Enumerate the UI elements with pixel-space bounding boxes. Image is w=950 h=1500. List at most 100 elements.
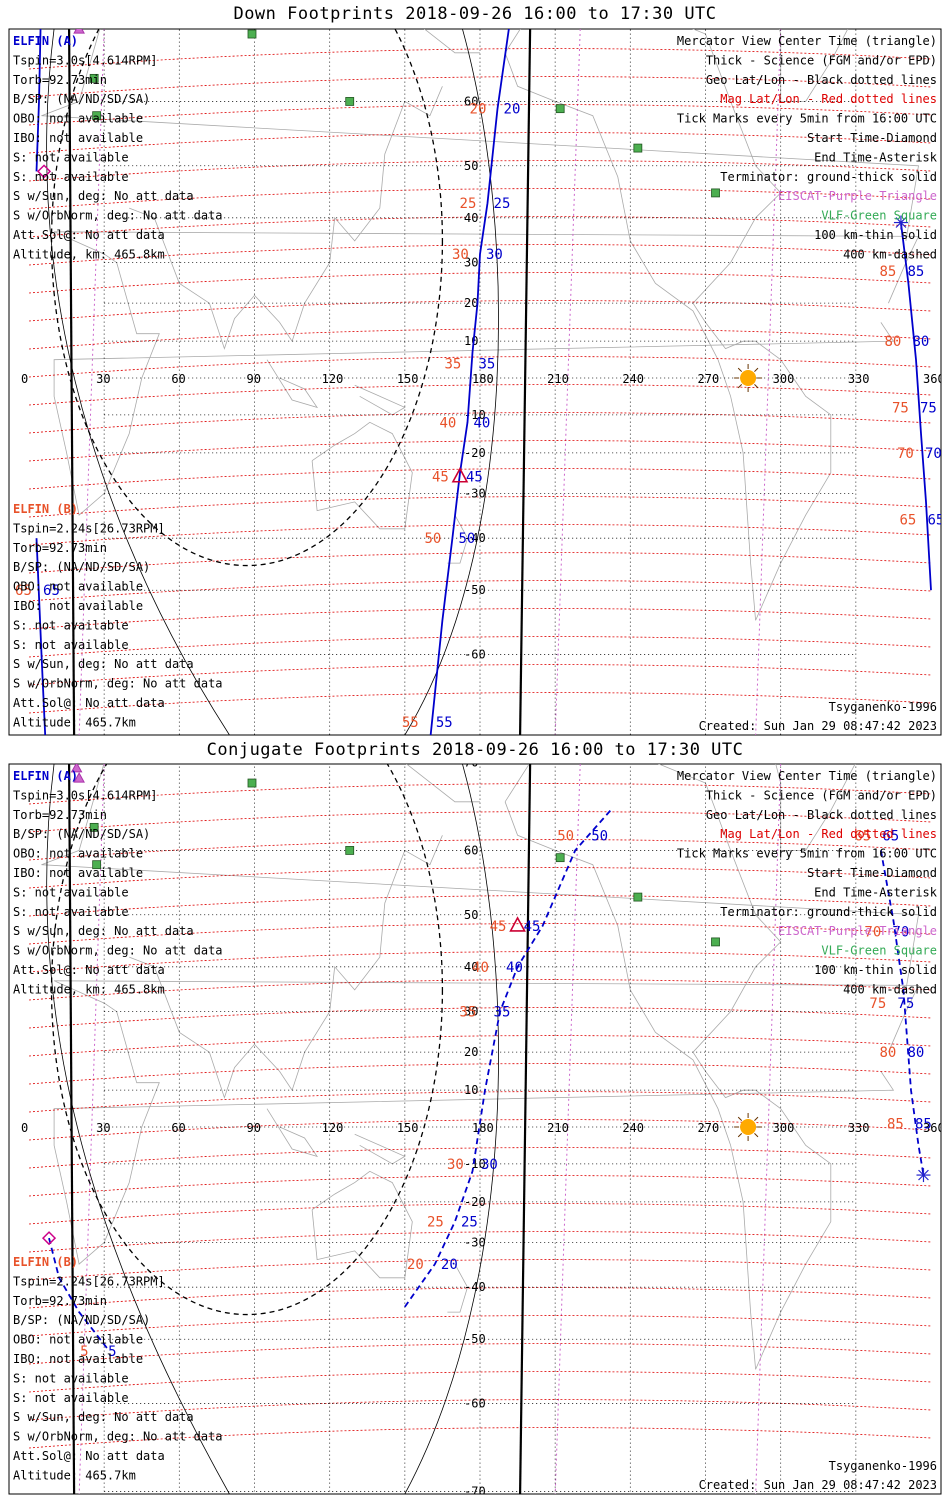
- elfin-b-info-line: S w/Sun, deg: No att data: [13, 657, 194, 671]
- mag-lat-line: [28, 867, 932, 889]
- x-tick-label: 360: [923, 372, 945, 386]
- down-panel-title: Down Footprints 2018-09-26 16:00 to 17:3…: [233, 4, 717, 24]
- vlf-station-marker: [247, 29, 257, 39]
- track-tick-label-blue: 55: [436, 715, 453, 731]
- legend-line: Terminator: ground-thick solid: [720, 905, 937, 919]
- mag-lat-line: [28, 216, 932, 238]
- x-tick-label: 0: [21, 372, 28, 386]
- track-tick-label-blue: 20: [504, 102, 521, 118]
- track-tick-label-red: 65: [854, 828, 871, 844]
- coastline: [354, 384, 406, 416]
- elfin-a-track-segment: [900, 222, 932, 591]
- mag-lat-line: [28, 1007, 932, 1029]
- track-tick-label-blue: 40: [506, 960, 523, 976]
- start-time-diamond: [41, 1231, 57, 1246]
- eiscat-station-marker: [73, 772, 85, 783]
- y-tick-label: -40: [464, 1280, 486, 1294]
- vlf-station-marker: [89, 73, 99, 83]
- mag-lat-line: [28, 1427, 932, 1449]
- mag-lat-line: [28, 1119, 932, 1141]
- x-tick-label: 300: [773, 372, 795, 386]
- sun-ray: [737, 1116, 743, 1121]
- elfin-b-info-line: Altitude: 465.7km: [13, 715, 136, 729]
- sun-ray: [754, 1133, 759, 1138]
- elfin-a-info-line: S: not available: [13, 170, 129, 184]
- legend-line: Thick - Science (FGM and/or EPD): [706, 788, 937, 802]
- coastline: [41, 29, 919, 241]
- track-tick-label-red: 20: [470, 102, 487, 118]
- elfin-b-info-line: S: not available: [13, 618, 129, 632]
- track-tick-label-blue: 35: [494, 1005, 511, 1021]
- track-tick-label-red: 50: [557, 828, 574, 844]
- mag-lat-line: [28, 1147, 932, 1169]
- track-tick-label-blue: 40: [473, 415, 490, 431]
- coastline: [41, 764, 919, 990]
- legend-line: Start Time-Diamond: [807, 866, 937, 880]
- legend-line: 400 km-dashed: [843, 247, 937, 261]
- elfin-a-info-line: S: not available: [13, 885, 129, 899]
- elfin-a-track-segment: [48, 1237, 110, 1352]
- elfin-a-info-line: S w/OrbNorm, deg: No att data: [13, 944, 223, 958]
- mag-lat-line: [28, 1175, 932, 1197]
- y-tick-label: 50: [464, 908, 478, 922]
- sun-icon: [740, 370, 757, 386]
- legend-line: EISCAT-Purple Triangle: [778, 189, 937, 203]
- elfin-a-track-segment: [35, 538, 47, 735]
- track-tick-label-red: 50: [424, 531, 441, 547]
- elfin-b-info-line: S w/OrbNorm, deg: No att data: [13, 677, 223, 691]
- created-timestamp: Created: Sun Jan 29 08:47:42 2023: [699, 719, 937, 733]
- elfin-b-label: ELFIN (B): [13, 502, 78, 516]
- mag-lat-line: [28, 923, 932, 945]
- x-tick-label: 120: [322, 1121, 344, 1135]
- mag-lat-line: [28, 1063, 932, 1085]
- track-tick-label-blue: 70: [925, 446, 942, 462]
- track-tick-label-red: 45: [490, 919, 507, 935]
- mag-lat-line: [28, 1259, 932, 1281]
- track-tick-label-blue: 45: [466, 470, 483, 486]
- mag-lat-line: [28, 1203, 932, 1225]
- elfin-b-info-line: Att.Sol@: No att data: [13, 696, 165, 710]
- mag-lat-line: [28, 1315, 932, 1337]
- elfin-a-info-line: S: not available: [13, 905, 129, 919]
- elfin-a-info-line: S w/OrbNorm, deg: No att data: [13, 209, 223, 223]
- mag-lat-line: [28, 468, 932, 490]
- x-tick-label: 330: [848, 372, 870, 386]
- coastline: [354, 1133, 406, 1165]
- track-tick-label-red: 85: [879, 264, 896, 280]
- elfin-a-info-line: Tspin=3.0s[4.614RPM]: [13, 788, 158, 802]
- vlf-station-marker: [92, 860, 102, 870]
- legend-line: Tick Marks every 5min from 16:00 UTC: [677, 112, 937, 126]
- coastline: [447, 1263, 468, 1313]
- y-tick-label: 70: [464, 7, 478, 21]
- x-tick-label: 180: [472, 372, 494, 386]
- track-tick-label-blue: 75: [897, 996, 914, 1012]
- elfin-b-info-line: B/SP: (NA/ND/SD/SA): [13, 1313, 150, 1327]
- elfin-b-info-line: IBO: not available: [13, 599, 143, 613]
- coastline: [129, 835, 443, 1099]
- track-tick-label-blue: 85: [915, 1116, 932, 1132]
- y-tick-label: -60: [464, 1397, 486, 1411]
- conjugate-panel-title: Conjugate Footprints 2018-09-26 16:00 to…: [206, 740, 744, 760]
- elfin-a-track-segment: [35, 29, 42, 172]
- y-tick-label: -10: [464, 1157, 486, 1171]
- model-label: Tsyganenko-1996: [829, 700, 937, 714]
- mag-lat-line: [28, 48, 932, 70]
- elfin-a-info-line: S: not available: [13, 150, 129, 164]
- elfin-a-label: ELFIN (A): [13, 769, 78, 783]
- track-tick-label-blue: 65: [43, 583, 60, 599]
- track-tick-label-blue: 65: [927, 513, 944, 529]
- elfin-a-info-line: Altitude, km: 465.8km: [13, 247, 165, 261]
- mag-lat-line: [28, 1091, 932, 1113]
- sun-ray: [754, 367, 759, 372]
- range-100km-thin: [404, 29, 499, 735]
- coastline: [504, 764, 832, 1370]
- x-tick-label: 30: [96, 372, 110, 386]
- vlf-station-marker: [247, 778, 257, 788]
- x-tick-label: 60: [171, 1121, 185, 1135]
- start-time-diamond: [36, 164, 52, 179]
- coastline: [447, 514, 468, 564]
- sun-ray: [737, 367, 743, 372]
- elfin-b-info-line: S w/OrbNorm, deg: No att data: [13, 1430, 223, 1444]
- elfin-b-info-line: B/SP: (NA/ND/SD/SA): [13, 560, 150, 574]
- track-tick-label-red: 30: [447, 1157, 464, 1173]
